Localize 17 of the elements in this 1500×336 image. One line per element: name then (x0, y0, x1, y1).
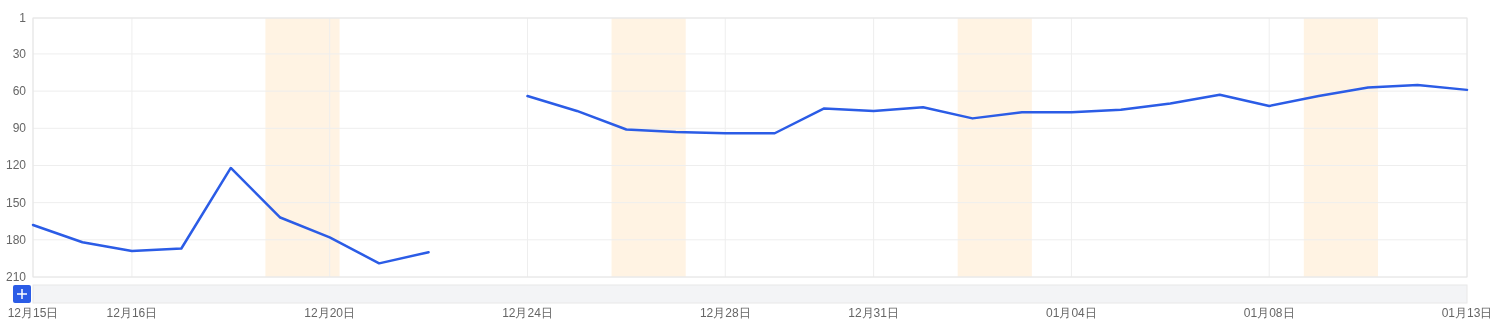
x-tick-label: 12月20日 (304, 306, 356, 320)
y-tick-label: 90 (12, 121, 27, 136)
x-tick-label: 01月08日 (1243, 306, 1295, 320)
y-tick-label: 120 (5, 158, 27, 173)
x-tick-label: 12月28日 (699, 306, 751, 320)
y-tick-label: 150 (5, 195, 27, 210)
y-tick-label: 30 (12, 46, 27, 61)
y-tick-label: 180 (5, 232, 27, 247)
y-tick-label: 60 (12, 84, 27, 99)
y-tick-label: 210 (5, 270, 27, 284)
x-tick-label: 12月16日 (106, 306, 158, 320)
y-tick-label: 1 (19, 11, 27, 25)
x-tick-label: 01月13日 (1441, 306, 1493, 320)
x-tick-label: 01月04日 (1046, 306, 1097, 320)
x-tick-label: 12月15日 (7, 306, 59, 320)
x-tick-label: 12月24日 (502, 306, 553, 320)
x-tick-label: 12月31日 (848, 306, 899, 320)
